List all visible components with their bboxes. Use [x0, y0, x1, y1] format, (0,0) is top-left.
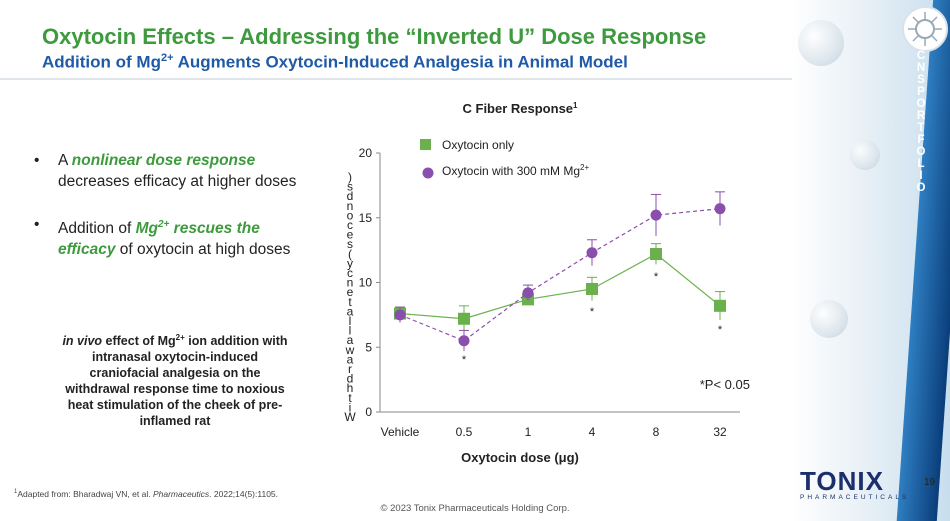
- page-subtitle: Addition of Mg2+ Augments Oxytocin-Induc…: [42, 52, 628, 72]
- chart-x-axis-label: Oxytocin dose (μg): [461, 450, 579, 465]
- x-tick-label: 32: [713, 425, 727, 439]
- data-point-circle: [522, 287, 534, 299]
- footnote: 1Adapted from: Bharadwaj VN, et al. Phar…: [14, 489, 279, 499]
- data-point-square: [586, 282, 598, 295]
- significance-marker: *: [462, 354, 467, 366]
- chart-annotation: *P< 0.05: [700, 377, 750, 392]
- background-decoration: [790, 0, 950, 521]
- page-number: 19: [924, 477, 936, 488]
- legend-swatch-circle: [422, 167, 434, 179]
- legend-label: Oxytocin with 300 mM Mg2+: [442, 163, 589, 178]
- copyright: © 2023 Tonix Pharmaceuticals Holding Cor…: [380, 503, 570, 514]
- y-tick-label: 10: [359, 276, 373, 290]
- chart-axes: 0 5 10 15 20 Vehicle 0.5 1 4 8 32 ) s d n o c e s(y c n e t a l l…: [344, 146, 740, 439]
- data-point-circle: [650, 209, 662, 221]
- x-tick-label: 8: [653, 425, 660, 439]
- data-point-circle: [586, 247, 598, 259]
- c-fiber-chart: C Fiber Response1 0 5 10 15 20 Vehicle 0.5 1 4 8 3…: [344, 101, 750, 465]
- data-point-square: [650, 248, 662, 261]
- chart-y-axis-label: ) s d n o c e s(y c n e t a l l a w a r d h t i W: [344, 170, 356, 424]
- legend-label: Oxytocin only: [442, 138, 514, 152]
- chart-title: C Fiber Response1: [463, 101, 579, 116]
- data-point-circle: [458, 335, 470, 347]
- y-tick-label: 5: [365, 340, 372, 354]
- x-tick-label: 0.5: [456, 425, 473, 439]
- significance-marker: *: [718, 324, 723, 336]
- data-point-square: [458, 312, 470, 325]
- x-tick-label: 1: [525, 425, 532, 439]
- x-tick-label: 4: [589, 425, 596, 439]
- data-point-circle: [714, 203, 726, 215]
- page-title: Oxytocin Effects – Addressing the “Inver…: [42, 24, 707, 49]
- data-point-square: [714, 299, 726, 312]
- data-point-circle: [394, 309, 406, 321]
- bullet-list: • A nonlinear dose response decreases ef…: [34, 150, 304, 282]
- x-tick-label: Vehicle: [381, 425, 420, 439]
- title-divider: [0, 78, 792, 80]
- bullet-item: • A nonlinear dose response decreases ef…: [34, 152, 297, 190]
- study-description: in vivo effect of Mg2+ ion addition with…: [62, 333, 288, 429]
- y-tick-label: 20: [359, 146, 373, 160]
- legend-swatch-square: [420, 139, 431, 150]
- significance-marker: *: [654, 271, 659, 283]
- bullet-item: • Addition of Mg2+ rescues the efficacy …: [34, 216, 291, 259]
- chart-series: * * * *: [394, 191, 726, 366]
- tonix-logo: TONIX PHARMACEUTICALS: [800, 466, 910, 501]
- significance-marker: *: [590, 306, 595, 318]
- y-tick-label: 0: [365, 405, 372, 419]
- series-line: [399, 253, 721, 320]
- cns-portfolio-badge-icon: [902, 6, 948, 52]
- series-line: [399, 208, 721, 342]
- y-tick-label: 15: [359, 211, 373, 225]
- chart-legend: Oxytocin only Oxytocin with 300 mM Mg2+: [420, 138, 589, 179]
